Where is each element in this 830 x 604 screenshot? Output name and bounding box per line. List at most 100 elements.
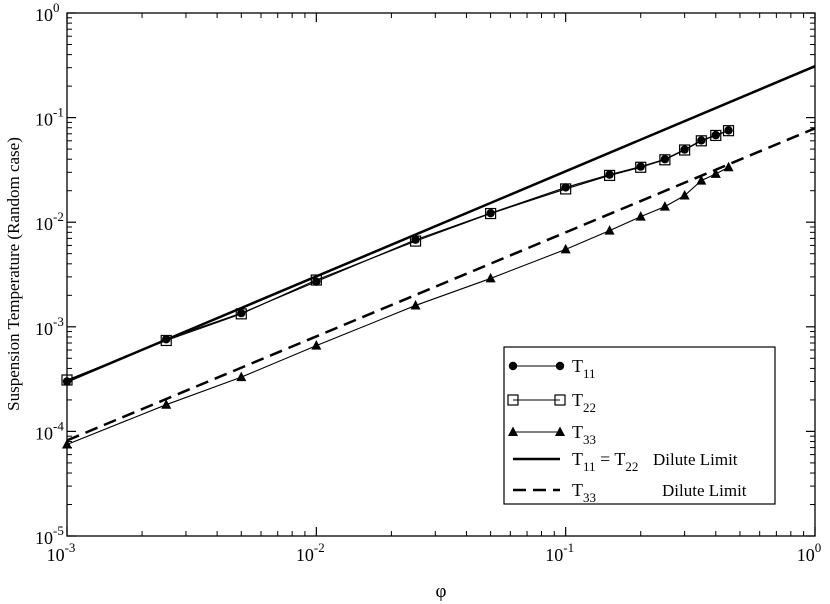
y-tick-label: 10-2	[35, 209, 64, 234]
x-tick-label-base: 10	[47, 545, 65, 565]
x-tick-label-exponent: -2	[314, 540, 325, 555]
legend-entry-3: T11 = T22 Dilute Limit	[513, 449, 738, 474]
data-point	[485, 272, 496, 283]
data-point	[722, 125, 735, 137]
y-tick-label-exponent: -5	[53, 523, 64, 538]
y-tick-label: 10-5	[35, 523, 64, 548]
x-tick-label: 10-3	[47, 540, 76, 565]
data-point	[679, 144, 691, 156]
y-tick-label-exponent: -1	[53, 105, 64, 120]
y-tick-label-base: 10	[35, 214, 53, 234]
data-point	[409, 235, 422, 247]
series-3	[66, 65, 816, 383]
data-point	[636, 162, 645, 171]
y-tick-label-exponent: -2	[53, 209, 64, 224]
x-tick-label-exponent: 0	[815, 540, 822, 555]
y-tick-label-exponent: -3	[53, 314, 64, 329]
y-tick-label-exponent: 0	[53, 0, 60, 15]
data-point	[635, 161, 647, 173]
x-axis-label: φ	[436, 581, 447, 602]
y-axis-label: Suspension Temperature (Random case)	[4, 137, 23, 411]
plot-frame	[66, 12, 816, 537]
x-tick-label-base: 10	[545, 545, 563, 565]
legend-label-subscript: 11	[583, 459, 596, 474]
data-point	[311, 340, 322, 350]
legend-label: T33	[572, 480, 596, 505]
legend-label-equals: = T	[596, 449, 626, 469]
data-point	[560, 183, 572, 195]
legend-label-main: T	[572, 390, 583, 410]
data-point	[659, 201, 670, 211]
legend-box	[503, 346, 776, 505]
legend-marker	[555, 426, 565, 436]
legend-label: T11 = T22	[572, 449, 638, 474]
y-tick-label-base: 10	[35, 423, 53, 443]
legend-label-subscript: 11	[583, 366, 596, 381]
legend-marker	[508, 426, 518, 436]
series-line	[66, 127, 816, 442]
series-line	[66, 130, 729, 381]
data-point	[485, 207, 497, 220]
legend-label-subscript: 33	[583, 490, 596, 505]
legend-entry-1: T22	[507, 390, 596, 415]
data-point	[410, 299, 421, 310]
data-point	[560, 243, 571, 254]
legend-marker	[555, 361, 565, 371]
legend-note: Dilute Limit	[662, 481, 747, 500]
legend-marker	[554, 394, 566, 406]
y-tick-label-base: 10	[35, 5, 53, 25]
legend-entry-0: T11	[508, 356, 596, 381]
plot-layer	[61, 65, 816, 449]
legend-marker	[507, 394, 519, 406]
legend-label-main: T	[572, 422, 583, 442]
data-point	[237, 308, 246, 318]
y-tick-label: 10-4	[35, 418, 64, 443]
data-point	[723, 161, 734, 172]
data-point	[236, 371, 247, 382]
data-point	[310, 274, 322, 286]
data-point	[696, 175, 707, 185]
legend-entry-4: T33 Dilute Limit	[513, 480, 747, 505]
legend-label-subscript: 22	[625, 459, 638, 474]
legend-entry-2: T33	[508, 422, 596, 447]
y-tick-label-exponent: -4	[53, 418, 64, 433]
data-point	[710, 129, 722, 142]
legend-label-subscript: 33	[583, 432, 596, 447]
data-point	[679, 189, 690, 200]
legend-label-subscript: 22	[583, 400, 596, 415]
x-tick-label-base: 10	[797, 545, 815, 565]
x-tick-label-exponent: -3	[65, 540, 76, 555]
series-4	[66, 127, 816, 442]
x-tick-label-exponent: -1	[563, 540, 574, 555]
y-tick-label-base: 10	[35, 319, 53, 339]
series-line	[66, 65, 816, 383]
x-tick-label: 100	[797, 540, 822, 565]
legend-label: T33	[572, 422, 596, 447]
data-point	[604, 225, 615, 235]
data-point	[603, 169, 616, 182]
legend-label-main: T	[572, 449, 583, 469]
legend-label: T22	[572, 390, 596, 415]
data-point	[710, 168, 721, 178]
legend-label-main: T	[572, 480, 583, 500]
x-tick-label-base: 10	[296, 545, 314, 565]
y-tick-label: 10-3	[35, 314, 64, 339]
data-point	[695, 135, 707, 147]
data-point	[161, 399, 172, 409]
data-point	[605, 170, 614, 179]
y-tick-label: 10-1	[35, 105, 64, 130]
x-tick-label: 10-1	[545, 540, 574, 565]
data-point	[724, 126, 733, 135]
y-tick-label-base: 10	[35, 528, 53, 548]
legend-marker	[508, 361, 518, 371]
data-point	[659, 154, 671, 166]
legend-label: T11	[572, 356, 596, 381]
legend-label-main: T	[572, 356, 583, 376]
series-2	[62, 161, 734, 449]
x-tick-label: 10-2	[296, 540, 325, 565]
data-point	[635, 211, 646, 221]
y-tick-label-base: 10	[35, 110, 53, 130]
y-tick-label: 100	[35, 0, 60, 25]
